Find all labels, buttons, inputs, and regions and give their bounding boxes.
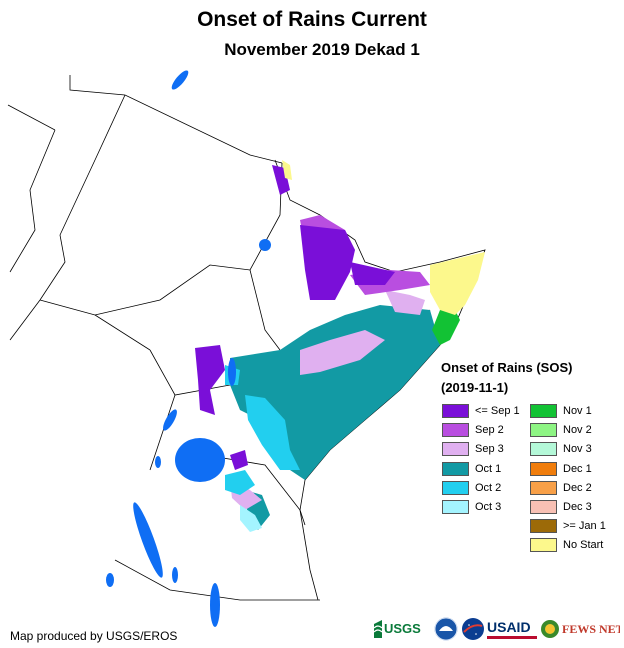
- lake-rukwa: [172, 567, 178, 583]
- legend-label: Nov 3: [563, 443, 592, 455]
- legend-swatch: [530, 404, 557, 418]
- lake-victoria: [175, 438, 225, 482]
- legend-item-oct3: Oct 3: [442, 499, 501, 515]
- map-subtitle: November 2019 Dekad 1: [224, 40, 420, 59]
- border-car: [9, 299, 151, 351]
- map-credit: Map produced by USGS/EROS: [10, 629, 178, 643]
- region-sep1-south-sudan: [195, 345, 225, 415]
- legend-item-dec3: Dec 3: [530, 499, 592, 515]
- lake-mweru: [106, 573, 114, 587]
- legend-label: Sep 3: [475, 443, 504, 455]
- border-tanzania-south: [114, 559, 320, 601]
- fewsnet-logo: FEWS NET: [540, 615, 620, 643]
- border-drc-uganda: [149, 394, 176, 471]
- lake-kivu: [155, 456, 161, 468]
- usgs-logo-text: USGS: [384, 621, 421, 636]
- nasa-logo: [461, 615, 485, 643]
- lake-albert: [163, 409, 177, 431]
- legend-item-oct2: Oct 2: [442, 480, 501, 496]
- region-sep3-northeast: [385, 290, 425, 315]
- lake-nasser: [171, 70, 189, 90]
- lakes: [106, 70, 271, 627]
- lake-turkana: [228, 358, 236, 386]
- legend-swatch: [530, 442, 557, 456]
- map-title: Onset of Rains Current: [197, 8, 427, 31]
- region-sep3-ethiopia: [300, 330, 385, 375]
- border-sudan-chad: [39, 94, 126, 301]
- legend-item-oct1: Oct 1: [442, 461, 501, 477]
- border-sudan-south: [39, 162, 283, 316]
- legend-item-sep3: Sep 3: [442, 441, 504, 457]
- region-oct1-kenya-somalia: [230, 305, 440, 480]
- legend-swatch: [530, 462, 557, 476]
- legend-swatch: [530, 423, 557, 437]
- legend-label: Oct 2: [475, 482, 502, 494]
- legend-label: Oct 1: [475, 463, 502, 475]
- legend-swatch: [442, 423, 469, 437]
- legend-label: Nov 2: [563, 424, 592, 436]
- region-sep1-uganda-kenya: [230, 450, 248, 470]
- usaid-logo-text: USAID: [487, 619, 531, 635]
- border-south-sudan-ethiopia: [249, 269, 281, 351]
- region-no-start-somalia: [430, 252, 485, 315]
- lake-tanganyika: [133, 502, 163, 578]
- legend-swatch: [530, 519, 557, 533]
- legend-swatch: [442, 404, 469, 418]
- region-sep1-somaliland: [350, 262, 395, 285]
- region-oct2-tanzania: [225, 470, 255, 495]
- nasa-meatball-icon: [462, 618, 484, 640]
- legend-label: <= Sep 1: [475, 405, 520, 417]
- legend-item-nov3: Nov 3: [530, 441, 592, 457]
- noaa-logo: [434, 615, 458, 643]
- lake-tana: [259, 239, 271, 251]
- legend-item-dec1: Dec 1: [530, 461, 592, 477]
- legend-swatch: [442, 500, 469, 514]
- region-nov1-somalia-coast: [432, 310, 460, 345]
- legend-item-no-start: No Start: [530, 537, 603, 553]
- legend-label: Dec 2: [563, 482, 592, 494]
- legend-label: Dec 3: [563, 501, 592, 513]
- usgs-logo: USGS: [372, 615, 430, 643]
- legend-date: (2019-11-1): [441, 380, 509, 395]
- region-oct3-tanzania: [240, 505, 262, 532]
- legend-item-sep1: <= Sep 1: [442, 403, 520, 419]
- border-chad-niger: [9, 129, 56, 273]
- legend-swatch: [442, 462, 469, 476]
- legend-label: Dec 1: [563, 463, 592, 475]
- region-oct2-kenya: [245, 395, 300, 470]
- legend-item-sep2: Sep 2: [442, 422, 504, 438]
- legend-swatch: [530, 481, 557, 495]
- fewsnet-logo-text: FEWS NET: [562, 622, 620, 636]
- legend-label: Nov 1: [563, 405, 592, 417]
- legend-item-nov1: Nov 1: [530, 403, 592, 419]
- usaid-logo: USAID: [487, 615, 537, 643]
- legend-item-dec2: Dec 2: [530, 480, 592, 496]
- noaa-seal-icon: [434, 617, 458, 641]
- region-no-start-eritrea: [282, 160, 292, 180]
- legend-item-jan1: >= Jan 1: [530, 518, 606, 534]
- legend-label: >= Jan 1: [563, 520, 606, 532]
- legend-label: No Start: [563, 539, 604, 551]
- usgs-wave-icon: USGS: [373, 620, 421, 638]
- border-libya-algeria: [7, 104, 56, 131]
- fewsnet-logo-graphic: FEWS NET: [541, 620, 620, 638]
- legend-title: Onset of Rains (SOS): [441, 360, 573, 375]
- usaid-logo-graphic: USAID: [487, 619, 537, 639]
- legend-label: Oct 3: [475, 501, 502, 513]
- legend-swatch: [442, 442, 469, 456]
- onset-regions: [195, 160, 485, 532]
- legend-label: Sep 2: [475, 424, 504, 436]
- legend-swatch: [530, 538, 557, 552]
- region-sep1-ethiopia: [300, 225, 355, 300]
- legend-swatch: [530, 500, 557, 514]
- lake-malawi: [210, 583, 220, 627]
- legend-swatch: [442, 481, 469, 495]
- legend-item-nov2: Nov 2: [530, 422, 592, 438]
